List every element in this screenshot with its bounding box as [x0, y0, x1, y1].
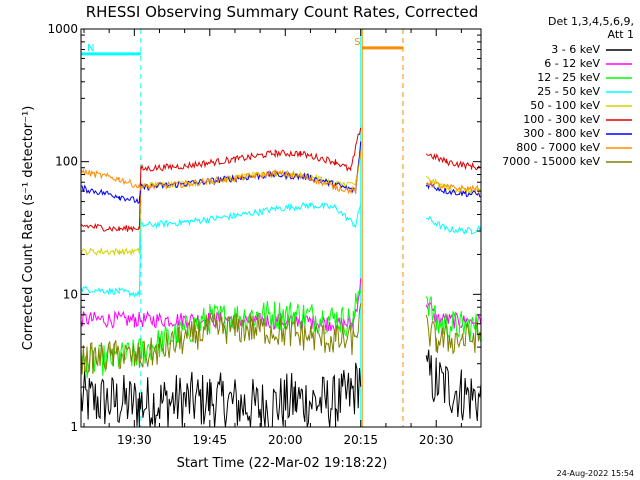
- legend-label-7: 800 - 7000 keV: [516, 141, 600, 154]
- x-tick-label-1: 19:45: [193, 433, 228, 447]
- y-axis-label: Corrected Count Rate (s⁻¹ detector⁻¹): [21, 106, 36, 351]
- legend-label-2: 12 - 25 keV: [537, 71, 600, 84]
- legend-header-line-1: Det 1,3,4,5,6,9,: [548, 15, 634, 28]
- attenuator-label-1: S: [354, 37, 360, 48]
- y-tick-label-2: 100: [55, 155, 78, 169]
- legend-label-0: 3 - 6 keV: [551, 43, 600, 56]
- chart-title: RHESSI Observing Summary Count Rates, Co…: [86, 3, 479, 21]
- series-line-8: [80, 303, 482, 375]
- y-tick-label-3: 1000: [47, 22, 78, 36]
- attenuator-label-0: N: [87, 43, 94, 54]
- legend-label-1: 6 - 12 keV: [544, 57, 600, 70]
- generation-timestamp: 24-Aug-2022 15:54: [557, 469, 634, 478]
- x-tick-label-4: 20:30: [419, 433, 454, 447]
- series-line-5: [80, 127, 482, 233]
- series-line-3: [80, 202, 482, 298]
- series-line-6: [80, 141, 482, 204]
- x-tick-label-2: 20:00: [268, 433, 303, 447]
- y-tick-label-1: 10: [63, 287, 78, 301]
- legend-header-line-2: Att 1: [608, 28, 634, 41]
- attenuator-segments: NS: [81, 37, 404, 56]
- series-line-0: [80, 349, 482, 428]
- x-axis-label: Start Time (22-Mar-02 19:18:22): [177, 456, 388, 471]
- series-line-7: [80, 151, 482, 195]
- axis-ticks: 19:30 19:45 20:00 20:15 20:30 1 10 100 1000: [47, 22, 481, 447]
- x-tick-label-3: 20:15: [343, 433, 378, 447]
- series-group: [80, 127, 482, 428]
- plot-frame: [80, 28, 482, 428]
- legend-label-3: 25 - 50 keV: [537, 85, 600, 98]
- legend-label-5: 100 - 300 keV: [523, 113, 600, 126]
- legend-label-8: 7000 - 15000 keV: [502, 155, 600, 168]
- legend-label-4: 50 - 100 keV: [530, 99, 600, 112]
- x-tick-label-0: 19:30: [117, 433, 152, 447]
- y-tick-label-0: 1: [70, 420, 78, 434]
- legend-label-6: 300 - 800 keV: [523, 127, 600, 140]
